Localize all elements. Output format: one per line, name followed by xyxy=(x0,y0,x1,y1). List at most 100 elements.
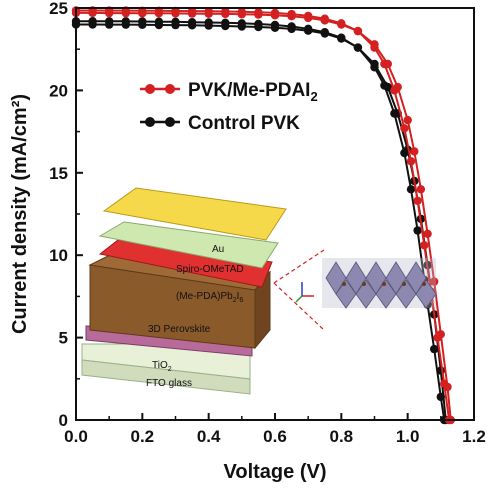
atom xyxy=(362,282,366,286)
device-structure-inset: Au Spiro-OMeTAD (Me-PDA)Pb2I6 3D Perovsk… xyxy=(81,187,437,395)
legend-entry-control-pvk: Control PVK xyxy=(140,113,300,134)
layer-me-pda xyxy=(98,239,273,288)
data-point xyxy=(420,241,429,250)
crystal-axis-triad xyxy=(295,282,314,303)
data-point xyxy=(237,22,246,31)
legend-marker-black-2 xyxy=(165,117,175,127)
layer-label-me-pda-sub: 2 xyxy=(233,297,237,304)
data-point xyxy=(154,9,164,18)
legend-entry-pvk-me-pdai2: PVK/Me-PDAI2 xyxy=(140,80,318,104)
data-point xyxy=(204,9,213,18)
data-point xyxy=(187,9,197,18)
zoom-line-top xyxy=(273,249,325,284)
layer-label-spiro: Spiro-OMeTAD xyxy=(176,264,244,275)
legend-label-control-pvk: Control PVK xyxy=(188,113,300,134)
data-point xyxy=(413,226,422,235)
y-axis-title: Current density (mA/cm²) xyxy=(9,94,31,334)
data-point xyxy=(430,344,439,354)
data-point xyxy=(320,16,329,25)
layer-label-me-pda: (Me-PDA)Pb2I6 xyxy=(176,291,243,304)
atom xyxy=(382,282,386,286)
data-point xyxy=(221,21,230,31)
organic-spacers xyxy=(342,282,426,286)
layer-label-me-pda-i: I xyxy=(237,291,240,302)
x-tick-label: 0.8 xyxy=(330,427,354,446)
layer-spiro-ometad xyxy=(98,221,279,269)
data-point xyxy=(406,185,416,194)
data-point xyxy=(370,59,379,69)
y-tick-label: 0 xyxy=(59,411,68,430)
legend-label-pvk-me-pdai2: PVK/Me-PDAI2 xyxy=(188,80,318,104)
data-point xyxy=(400,124,409,133)
data-point xyxy=(171,9,180,18)
data-point xyxy=(430,277,439,286)
data-point xyxy=(423,229,432,238)
legend-marker-red xyxy=(145,84,155,94)
data-point xyxy=(370,40,379,49)
layer-label-3d-perovskite: 3D Perovskite xyxy=(148,324,211,335)
data-point xyxy=(88,20,97,29)
legend: PVK/Me-PDAI2 Control PVK xyxy=(140,80,318,134)
layer-label-fto-glass: FTO glass xyxy=(146,378,192,389)
data-point xyxy=(154,20,164,30)
data-point xyxy=(436,330,445,339)
data-point xyxy=(416,185,426,194)
data-point xyxy=(138,20,147,29)
data-point xyxy=(287,24,296,34)
data-point xyxy=(436,366,445,375)
y-tick-label: 15 xyxy=(49,164,68,183)
data-point xyxy=(138,9,147,18)
data-point xyxy=(121,8,130,18)
data-point xyxy=(254,22,263,32)
data-point xyxy=(270,11,280,20)
x-tick-label: 1.0 xyxy=(396,427,420,446)
data-point xyxy=(410,147,419,156)
series-layer xyxy=(71,6,455,425)
data-point xyxy=(88,8,97,18)
layer-label-me-pda-i-sub: 6 xyxy=(239,297,243,304)
data-point xyxy=(121,20,130,29)
x-axis-title: Voltage (V) xyxy=(224,461,327,483)
layer-au xyxy=(102,187,287,241)
data-point xyxy=(304,13,313,23)
legend-marker-black xyxy=(145,117,155,127)
legend-marker-red-2 xyxy=(165,84,175,94)
legend-label-subscript: 2 xyxy=(310,89,317,104)
legend-label-main: PVK/Me-PDAI xyxy=(188,80,310,101)
zoom-line-bottom xyxy=(273,282,325,331)
plot-area xyxy=(71,6,455,425)
data-point xyxy=(443,382,452,392)
layer-label-tio2-main: TiO xyxy=(152,360,168,371)
crystal-structure-image xyxy=(322,258,437,309)
data-point xyxy=(254,10,263,19)
data-point xyxy=(171,20,180,30)
data-point xyxy=(383,59,392,69)
y-tick-label: 10 xyxy=(49,246,68,265)
x-tick-label: 0.6 xyxy=(263,427,287,446)
y-tick-label: 20 xyxy=(49,81,68,100)
data-point xyxy=(413,196,422,205)
data-point xyxy=(406,157,416,166)
x-tick-label: 0.0 xyxy=(64,427,88,446)
x-tick-label: 0.4 xyxy=(197,427,221,446)
atom xyxy=(422,282,426,286)
atom xyxy=(402,282,406,286)
data-point xyxy=(204,21,213,30)
data-point xyxy=(383,82,392,92)
data-point xyxy=(337,20,346,29)
layer-label-tio2: TiO2 xyxy=(152,360,172,373)
data-point xyxy=(237,10,246,19)
data-point xyxy=(353,26,363,36)
data-point xyxy=(353,43,363,52)
axis-triad-y xyxy=(295,295,303,303)
data-point xyxy=(187,21,197,30)
data-point xyxy=(403,115,412,125)
data-point xyxy=(105,20,114,29)
data-point xyxy=(320,29,329,38)
x-tick-label: 1.2 xyxy=(462,427,486,446)
atom xyxy=(342,282,346,286)
data-point xyxy=(221,9,230,19)
layer-label-tio2-sub: 2 xyxy=(168,366,172,373)
octahedra-row xyxy=(325,261,437,309)
